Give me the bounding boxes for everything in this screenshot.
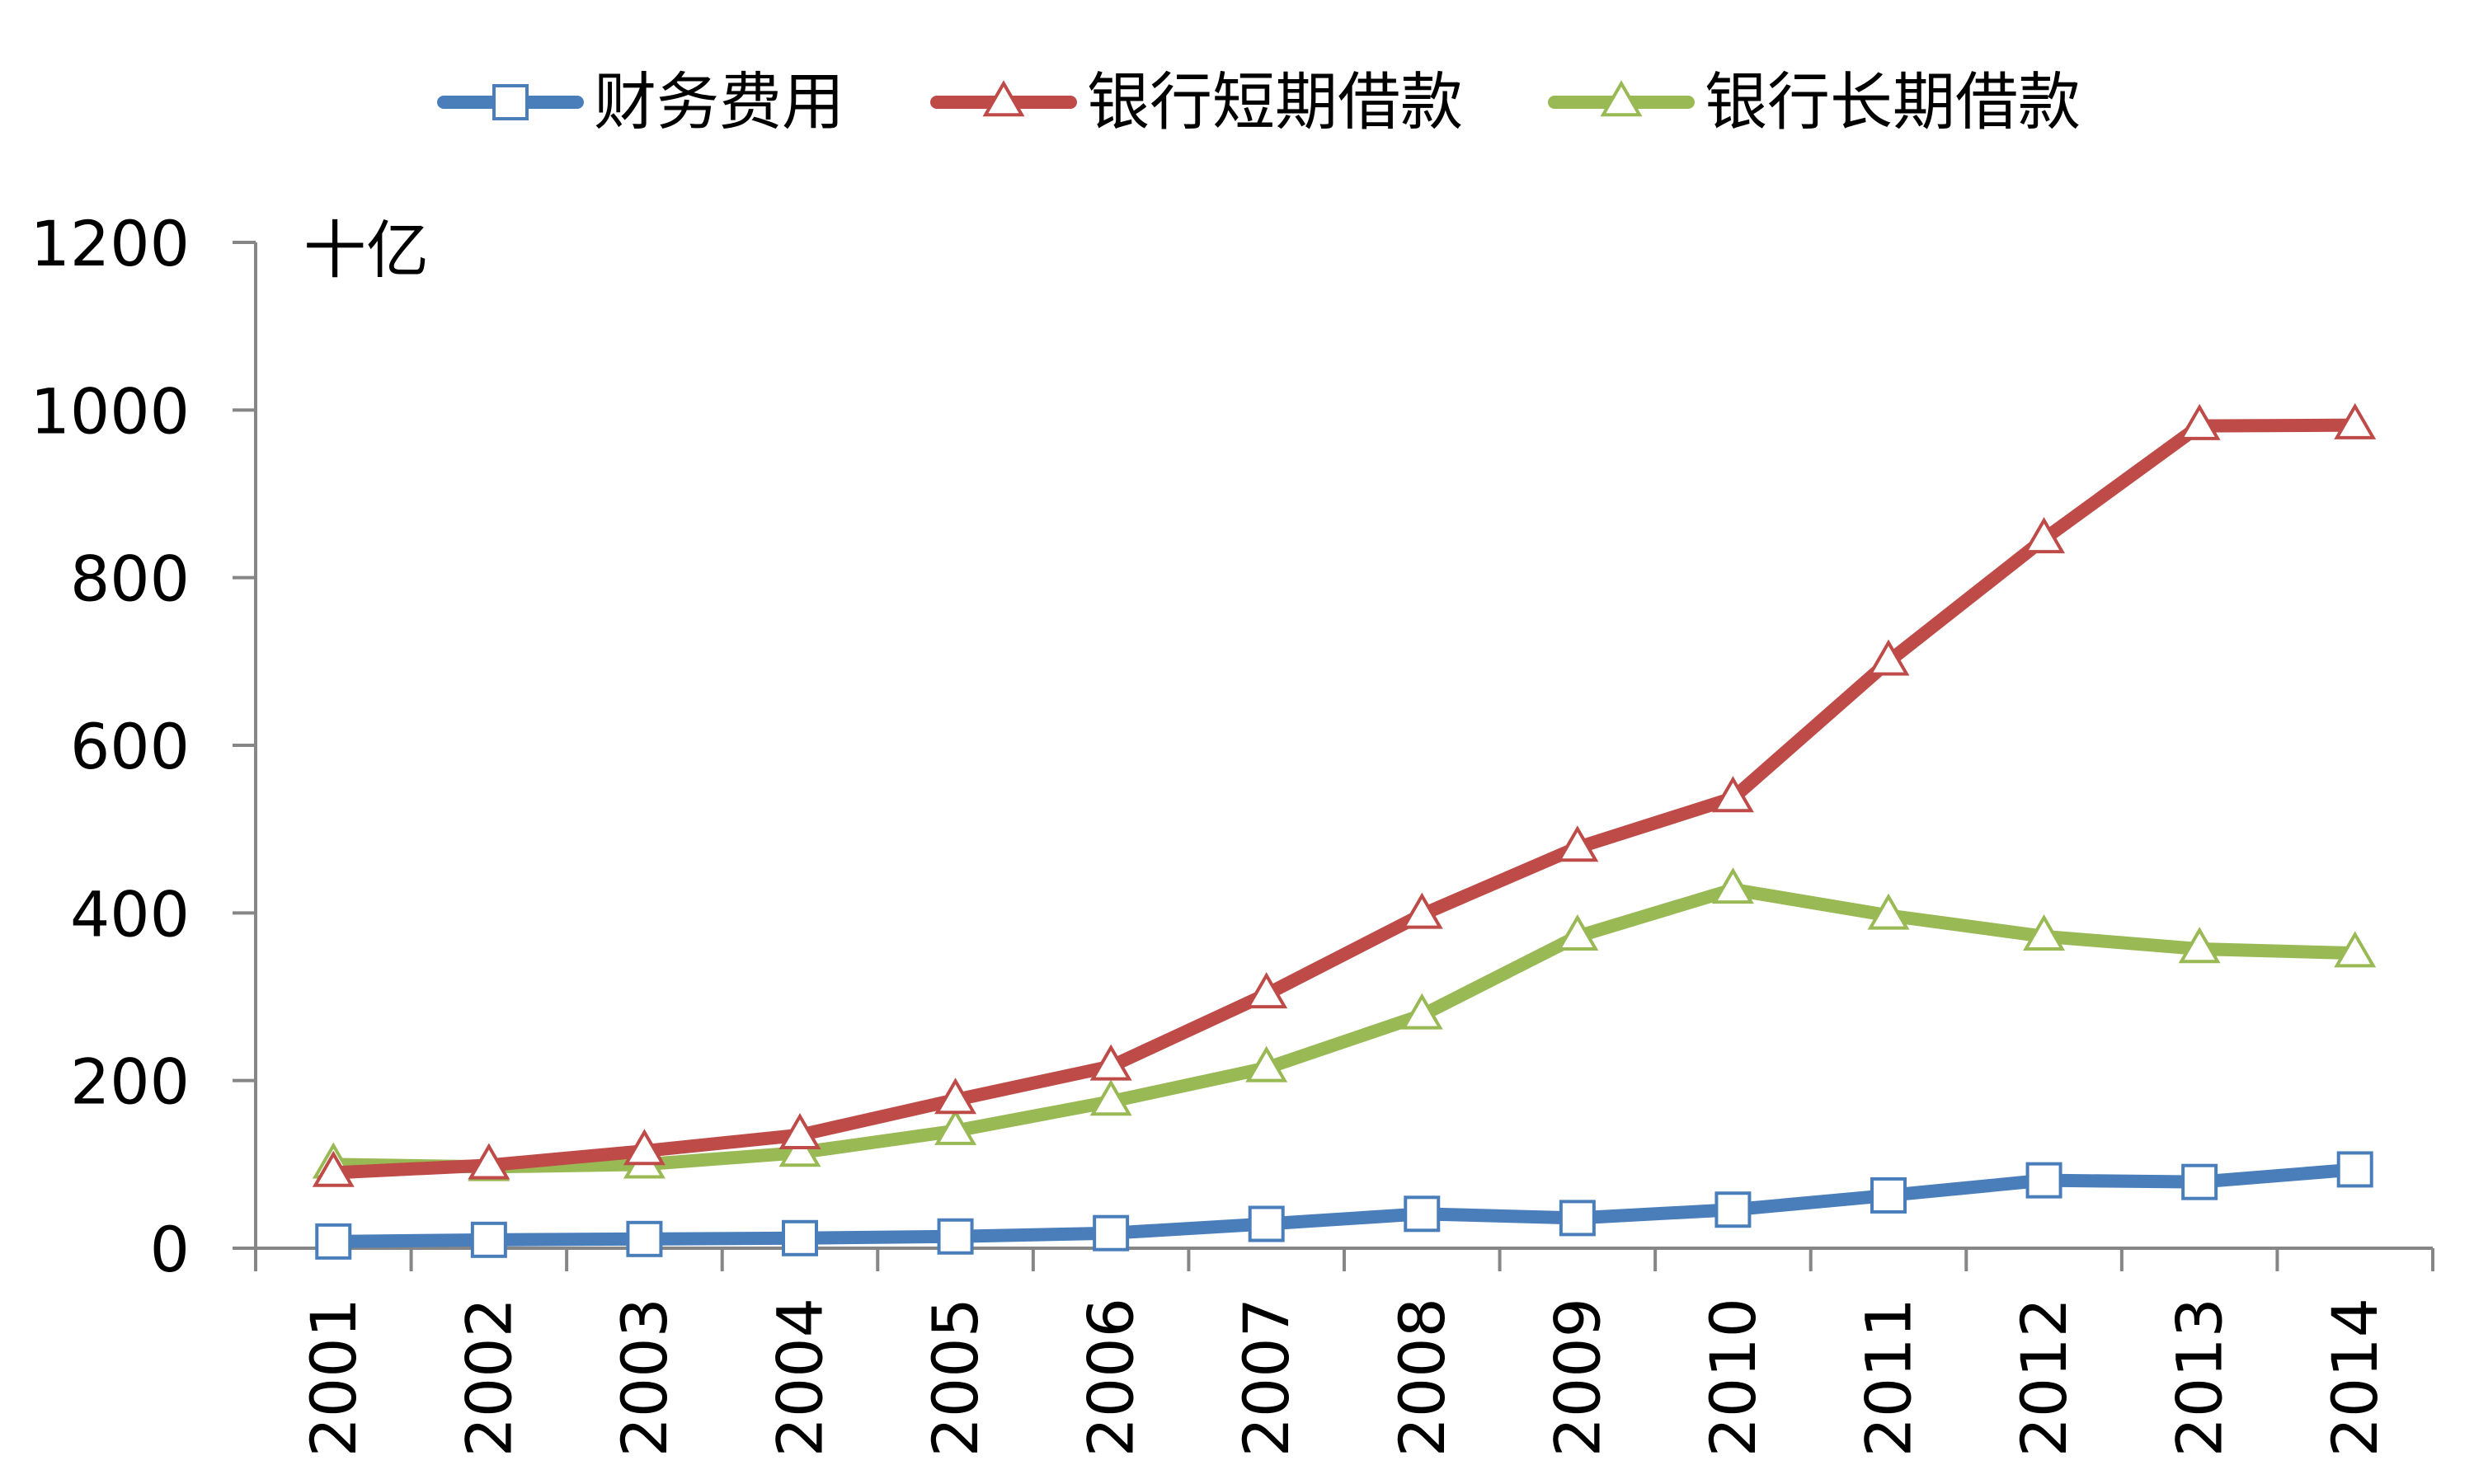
data-point (2336, 1151, 2373, 1188)
data-point (2181, 1163, 2218, 1200)
data-point (1248, 1205, 1285, 1242)
x-tick-label: 2011 (1852, 1298, 1926, 1457)
legend-label: 财务费用 (594, 65, 844, 139)
data-point (1711, 776, 1754, 813)
data-point (626, 1220, 663, 1257)
data-point (1556, 914, 1599, 951)
legend-swatch-marker (1600, 80, 1643, 117)
x-tick-label: 2014 (2318, 1298, 2392, 1457)
data-point (937, 1218, 974, 1255)
data-point (1867, 639, 1910, 676)
legend-label: 银行长期借款 (1705, 65, 2081, 139)
data-point (2334, 402, 2377, 439)
data-point (778, 1130, 821, 1167)
data-point (1400, 892, 1443, 929)
series-3 (312, 867, 2377, 1181)
data-point (1867, 893, 1910, 930)
data-point (2178, 927, 2221, 964)
data-point (2334, 931, 2377, 968)
x-tick-label: 2010 (1696, 1298, 1770, 1457)
data-point (2023, 517, 2066, 554)
y-tick-label: 200 (70, 1045, 190, 1119)
y-unit-label: 十亿 (303, 214, 429, 287)
y-tick-label: 600 (70, 710, 190, 783)
data-point (2178, 403, 2221, 440)
x-tick-label: 2009 (1540, 1298, 1614, 1457)
data-point (1093, 1214, 1130, 1252)
x-tick-label: 2002 (452, 1298, 525, 1457)
data-point (312, 1150, 355, 1187)
data-point (1559, 1200, 1596, 1237)
data-point (623, 1129, 666, 1166)
data-point (1245, 1045, 1288, 1082)
series-1 (315, 1151, 2373, 1260)
x-tick-label: 2012 (2007, 1298, 2081, 1457)
x-tick-label: 2007 (1230, 1298, 1303, 1457)
series-line (327, 882, 2362, 1174)
x-tick-label: 2008 (1385, 1298, 1459, 1457)
legend-swatch-marker (492, 84, 529, 120)
series-group (312, 402, 2377, 1260)
data-point (315, 1223, 352, 1260)
legend-swatch-marker (982, 80, 1025, 117)
data-point (2025, 1162, 2062, 1199)
legend-item-2: 银行短期借款 (930, 65, 1463, 139)
data-point (1400, 993, 1443, 1030)
legend-label: 银行短期借款 (1087, 65, 1463, 139)
legend-item-3: 银行长期借款 (1548, 65, 2081, 139)
data-point (1089, 1044, 1132, 1081)
x-tick-label: 2005 (919, 1298, 992, 1457)
data-point (1711, 867, 1754, 904)
data-point (782, 1219, 818, 1256)
y-tick-label: 400 (70, 877, 190, 951)
x-tick-label: 2003 (608, 1298, 681, 1457)
data-point (934, 1078, 977, 1115)
x-tick-label: 2001 (297, 1298, 370, 1457)
data-point (1714, 1191, 1752, 1228)
data-point (470, 1221, 507, 1258)
axes: 0 200 400 600 800 1000 1200 2001 2002 2003 2004 200… (31, 207, 2434, 1457)
x-tick-label: 2004 (764, 1298, 837, 1457)
legend-item-1: 财务费用 (437, 65, 844, 139)
series-line (327, 1162, 2362, 1248)
x-tick-label: 2013 (2163, 1298, 2236, 1457)
data-point (1556, 825, 1599, 862)
y-tick-label: 0 (150, 1213, 190, 1286)
series-line (327, 418, 2362, 1180)
y-tick-label: 1000 (31, 374, 190, 448)
data-point (1404, 1195, 1441, 1233)
x-tick-label: 2006 (1075, 1298, 1148, 1457)
data-point (468, 1143, 510, 1180)
data-point (778, 1112, 821, 1149)
y-tick-label: 800 (70, 542, 190, 616)
data-point (1089, 1079, 1132, 1116)
legend: 财务费用 银行短期借款 银行长期借款 (437, 65, 2081, 139)
series-2 (312, 402, 2377, 1187)
data-point (1870, 1176, 1907, 1214)
data-point (934, 1108, 977, 1145)
y-tick-label: 1200 (31, 207, 190, 280)
data-point (1245, 972, 1288, 1009)
data-point (2023, 914, 2066, 951)
